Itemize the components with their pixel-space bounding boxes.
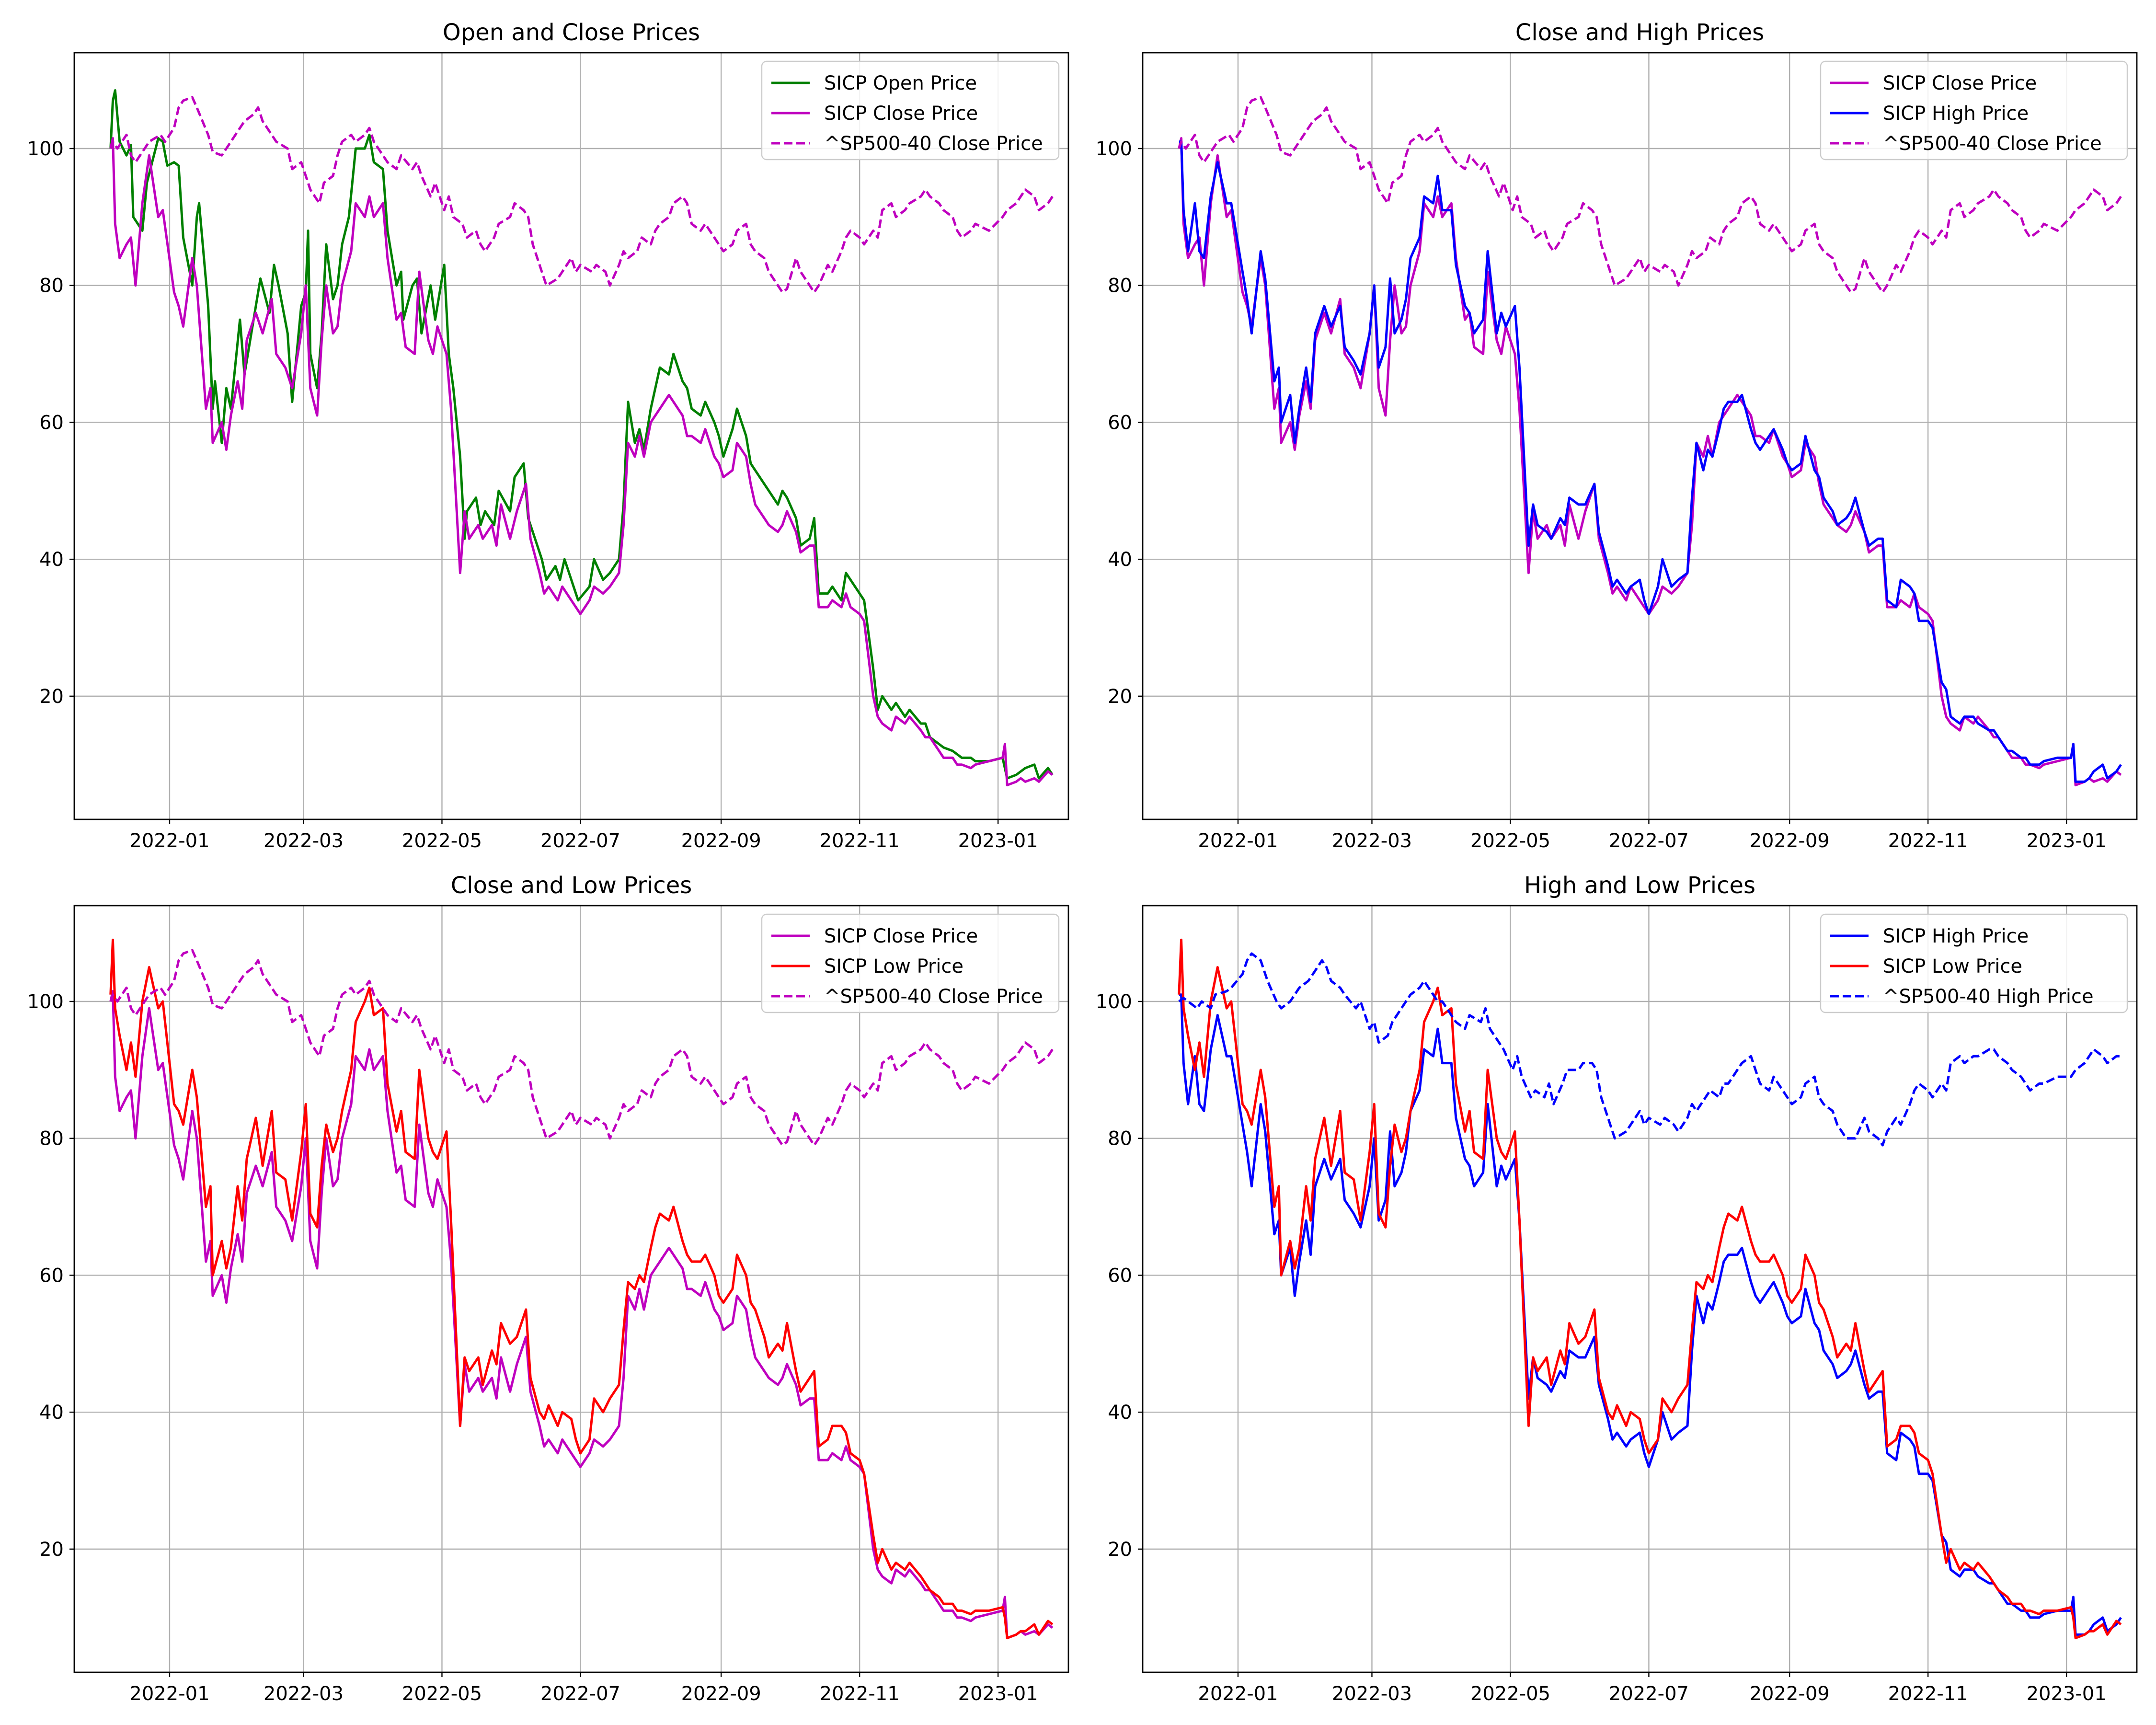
legend: SICP Close Price SICP Low Price ^SP500-40 … <box>761 913 1060 1013</box>
x-tick-label: 2023-01 <box>2027 1683 2107 1705</box>
series-line <box>1178 137 2122 787</box>
x-tick-label: 2022-03 <box>1332 1683 1412 1705</box>
legend-box <box>761 913 1060 1013</box>
legend-box <box>1820 913 2128 1013</box>
x-tick-label: 2023-01 <box>958 830 1038 852</box>
series-line <box>1179 993 2122 1636</box>
y-tick-label: 80 <box>39 275 64 297</box>
legend-label: SICP Close Price <box>824 925 978 947</box>
series-line <box>1179 140 2122 783</box>
y-tick-label: 60 <box>1108 412 1132 434</box>
y-tick-label: 40 <box>1108 549 1132 571</box>
series-line <box>109 990 1054 1640</box>
series-line <box>1178 96 2122 294</box>
chart-title: Open and Close Prices <box>443 19 700 46</box>
x-tick-label: 2022-07 <box>540 830 620 852</box>
x-tick-label: 2022-03 <box>1332 830 1412 852</box>
axes-frame <box>73 52 1069 820</box>
y-tick-label: 100 <box>1096 138 1132 160</box>
x-tick-label: 2023-01 <box>2027 830 2107 852</box>
x-tick-label: 2022-09 <box>681 830 761 852</box>
y-tick-label: 40 <box>1108 1402 1132 1424</box>
chart-panel: 2022-01 2022-03 2022-05 2022-07 2022-09 2022-… <box>27 19 1069 852</box>
series-line <box>109 137 1054 787</box>
y-tick-label: 20 <box>1108 1539 1132 1561</box>
series-line <box>109 938 1054 1640</box>
legend-label: ^SP500-40 Close Price <box>824 133 1043 155</box>
x-tick-label: 2022-01 <box>129 1683 209 1705</box>
legend-label: SICP Low Price <box>1883 955 2022 978</box>
chart-panel: 2022-01 2022-03 2022-05 2022-07 2022-09 2022-… <box>27 872 1069 1705</box>
chart-panel: 2022-01 2022-03 2022-05 2022-07 2022-09 2022-… <box>1096 19 2138 852</box>
legend-label: SICP High Price <box>1883 925 2029 947</box>
legend-label: SICP Close Price <box>1883 72 2037 94</box>
legend-label: SICP Low Price <box>824 955 963 978</box>
legend: SICP High Price SICP Low Price ^SP500-40 H… <box>1820 913 2128 1013</box>
legend-label: ^SP500-40 Close Price <box>824 986 1043 1008</box>
legend: SICP Open Price SICP Close Price ^SP500-40… <box>761 60 1060 161</box>
axes-frame <box>73 905 1069 1673</box>
legend-label: SICP Open Price <box>824 72 977 94</box>
y-tick-label: 80 <box>1108 1128 1132 1150</box>
y-tick-label: 80 <box>39 1128 64 1150</box>
legend: SICP Close Price SICP High Price ^SP500-40… <box>1820 60 2128 161</box>
charts-root: 2022-01 2022-03 2022-05 2022-07 2022-09 2022-… <box>27 19 2138 1705</box>
x-tick-label: 2022-05 <box>1470 1683 1550 1705</box>
x-tick-label: 2022-11 <box>820 1683 900 1705</box>
legend-label: SICP Close Price <box>824 103 978 125</box>
axes-frame <box>1142 905 2138 1673</box>
x-tick-label: 2022-09 <box>1750 1683 1830 1705</box>
y-tick-label: 40 <box>39 1402 64 1424</box>
chart-title: Close and High Prices <box>1515 19 1764 46</box>
chart-title: Close and Low Prices <box>451 872 692 899</box>
series-line <box>1178 938 2122 1640</box>
x-tick-label: 2022-09 <box>1750 830 1830 852</box>
chart-title: High and Low Prices <box>1524 872 1755 899</box>
legend-label: SICP High Price <box>1883 103 2029 125</box>
y-tick-label: 80 <box>1108 275 1132 297</box>
x-tick-label: 2022-05 <box>402 1683 482 1705</box>
chart-panel: 2022-01 2022-03 2022-05 2022-07 2022-09 2022-… <box>1096 872 2138 1705</box>
y-tick-label: 40 <box>39 549 64 571</box>
y-tick-label: 100 <box>27 138 64 160</box>
y-tick-label: 20 <box>39 686 64 708</box>
legend-box <box>761 60 1060 161</box>
x-tick-label: 2022-07 <box>1609 1683 1689 1705</box>
x-tick-label: 2022-03 <box>264 830 344 852</box>
y-tick-label: 60 <box>39 1265 64 1287</box>
x-tick-label: 2022-07 <box>540 1683 620 1705</box>
x-tick-label: 2022-05 <box>402 830 482 852</box>
x-tick-label: 2023-01 <box>958 1683 1038 1705</box>
series-line <box>109 96 1054 294</box>
legend-box <box>1820 60 2128 161</box>
x-tick-label: 2022-11 <box>820 830 900 852</box>
x-tick-label: 2022-03 <box>264 1683 344 1705</box>
y-tick-label: 20 <box>1108 686 1132 708</box>
series-line <box>1178 952 2121 1147</box>
x-tick-label: 2022-07 <box>1609 830 1689 852</box>
y-tick-label: 100 <box>1096 991 1132 1013</box>
series-line <box>109 89 1054 780</box>
axes-frame <box>1142 52 2138 820</box>
x-tick-label: 2022-09 <box>681 1683 761 1705</box>
x-tick-label: 2022-11 <box>1888 1683 1968 1705</box>
x-tick-label: 2022-05 <box>1470 830 1550 852</box>
x-tick-label: 2022-01 <box>1198 830 1278 852</box>
y-tick-label: 100 <box>27 991 64 1013</box>
y-tick-label: 20 <box>39 1539 64 1561</box>
x-tick-label: 2022-11 <box>1888 830 1968 852</box>
x-tick-label: 2022-01 <box>129 830 209 852</box>
y-tick-label: 60 <box>39 412 64 434</box>
legend-label: ^SP500-40 Close Price <box>1883 133 2102 155</box>
x-tick-label: 2022-01 <box>1198 1683 1278 1705</box>
series-line <box>109 949 1054 1147</box>
y-tick-label: 60 <box>1108 1265 1132 1287</box>
legend-label: ^SP500-40 High Price <box>1883 986 2094 1008</box>
